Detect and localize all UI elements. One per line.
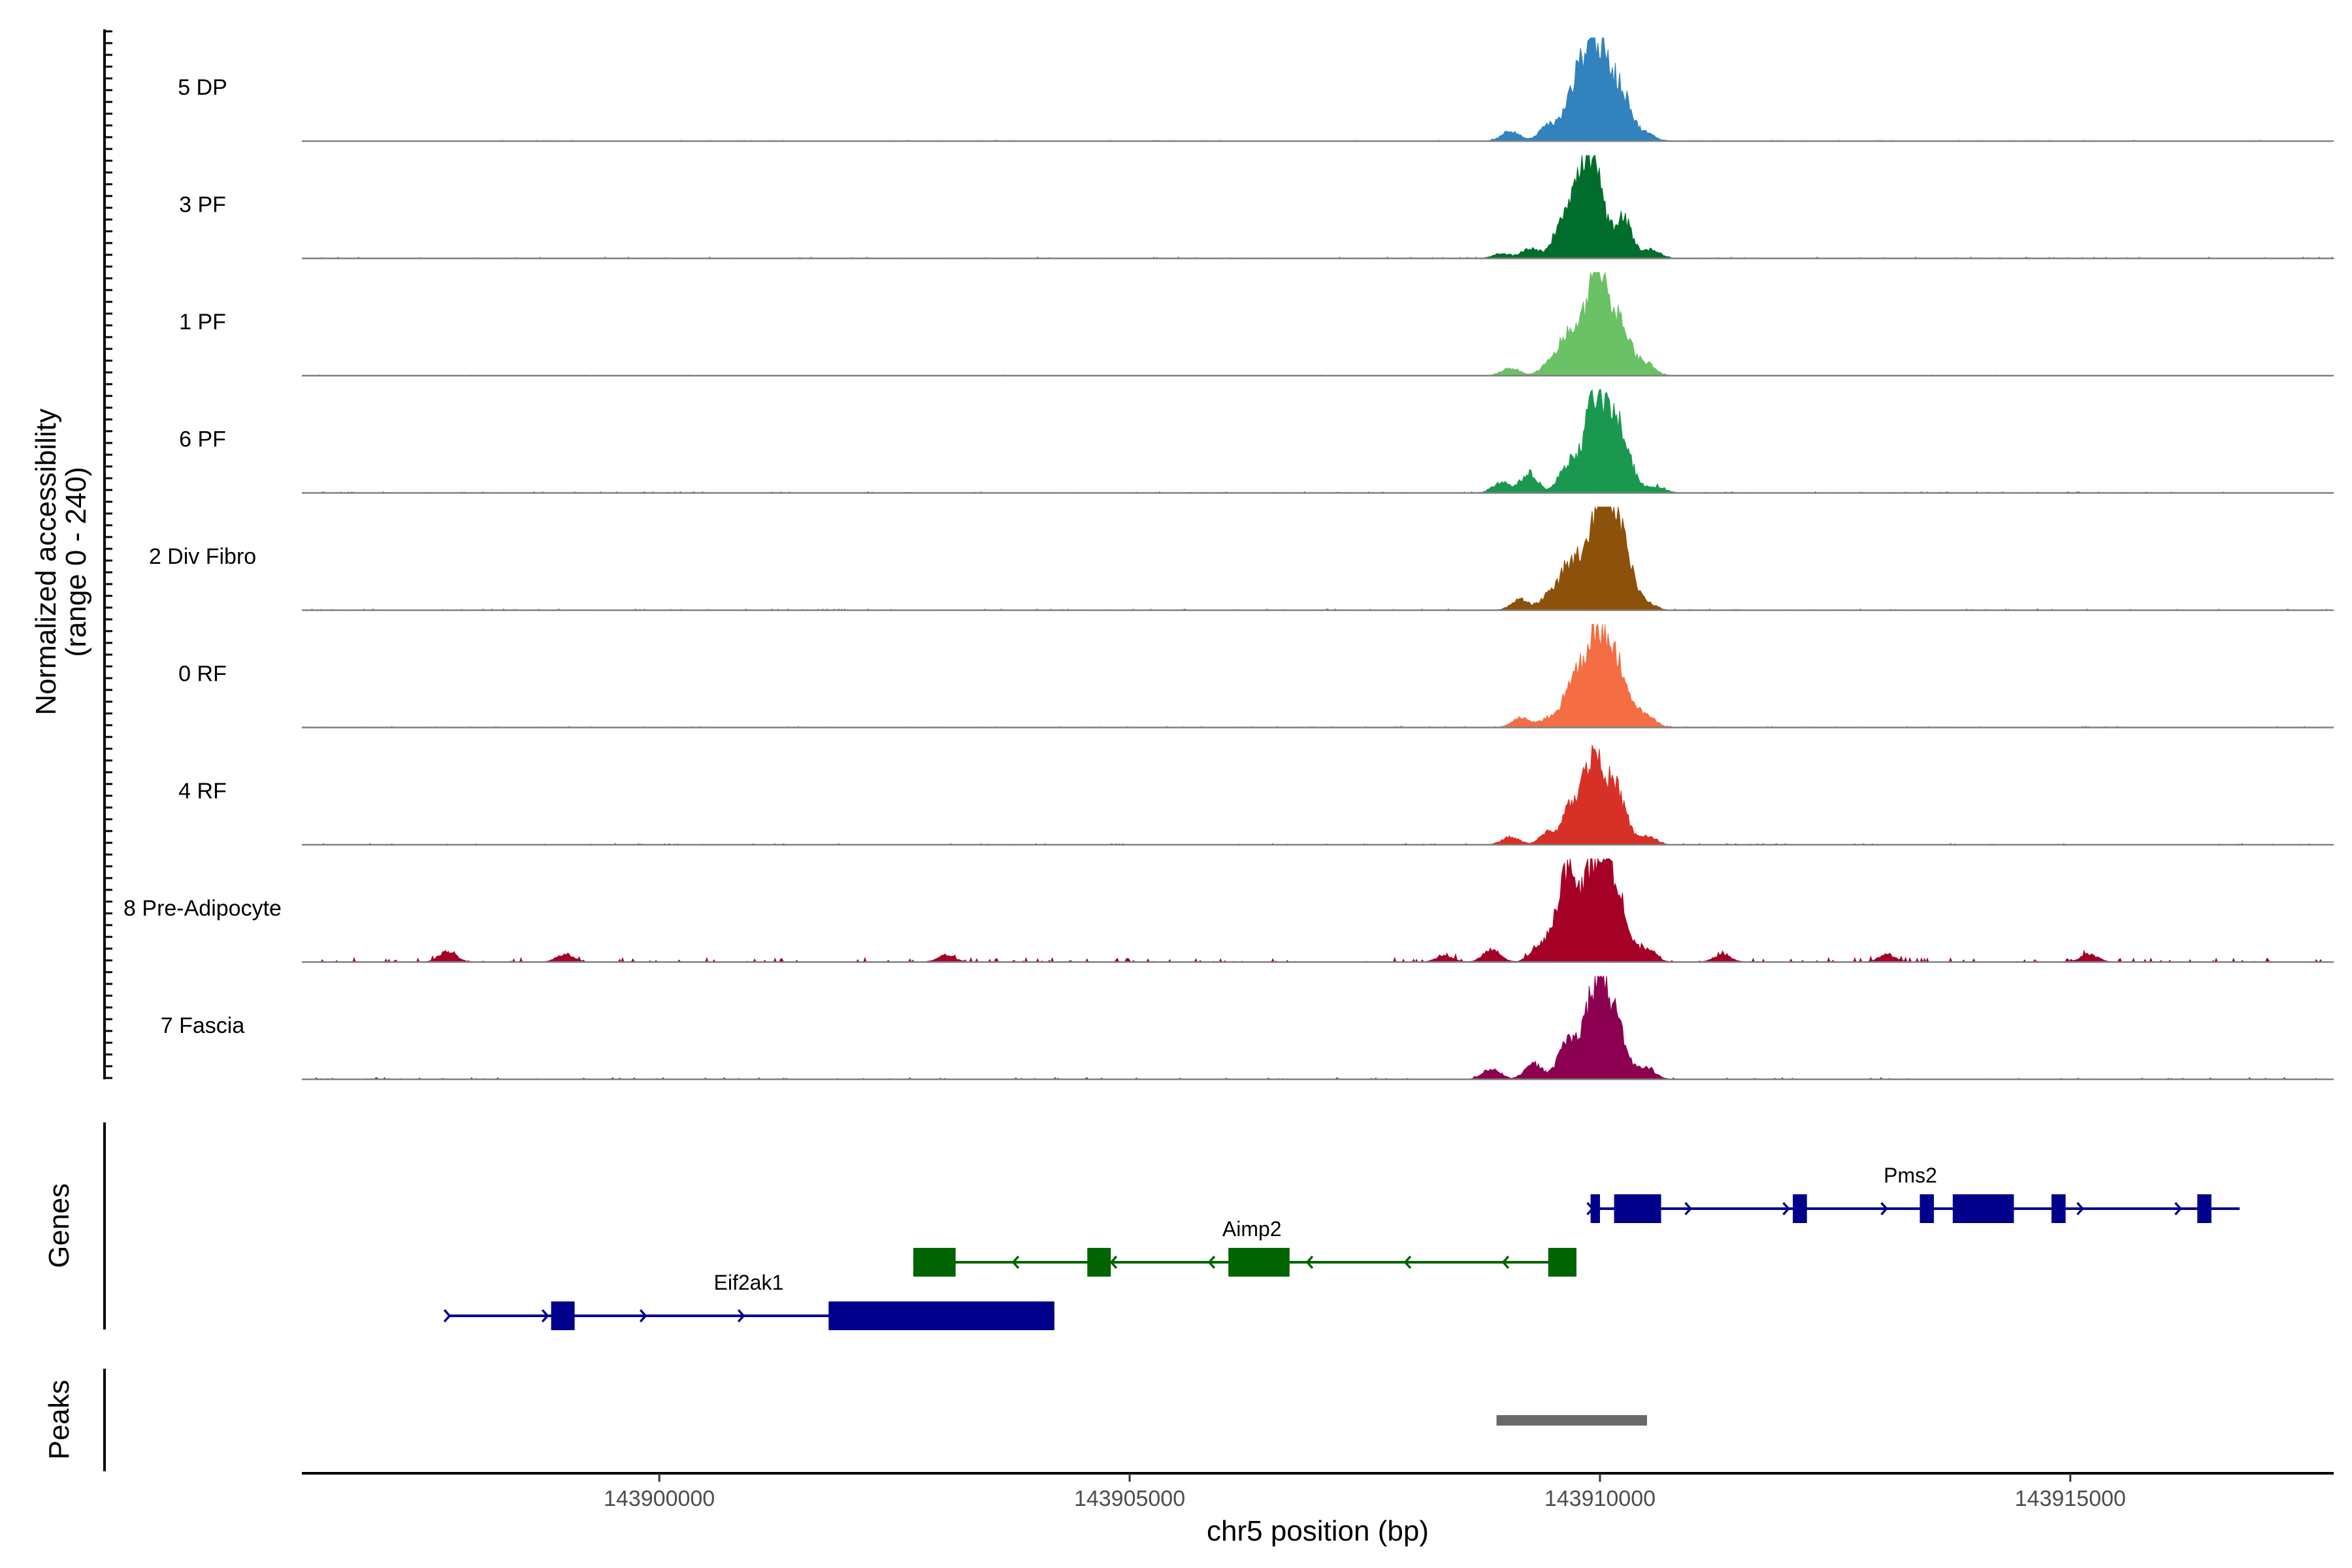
track-label: 4 RF [178,779,227,804]
exon [2051,1194,2066,1223]
coverage-track: 4 RF [178,745,2334,846]
exon [1590,1194,1600,1223]
track-label: 2 Div Fibro [149,544,256,569]
gene-model: Pms2 [1586,1164,2240,1223]
strand-arrow [1109,1255,1118,1269]
strand-arrow [1782,1201,1790,1216]
coverage-y-ticks [105,30,112,1079]
x-tick-label: 143905000 [1074,1486,1185,1511]
genes-panel-title: Genes [43,1183,75,1268]
gene-label: Pms2 [1884,1164,1937,1187]
track-label: 6 PF [179,427,226,452]
coverage-tracks: 5 DP 3 PF 1 PF 6 PF 2 Div Fibro 0 RF 4 RF 8 Pre… [123,37,2335,1081]
x-tick-label: 143915000 [2015,1486,2126,1511]
strand-arrow [2174,1201,2182,1216]
coverage-track: 5 DP [178,37,2334,142]
x-axis-ticks: 143900000 143905000 143910000 143915000 [604,1473,2126,1511]
strand-arrow [1880,1201,1888,1216]
coverage-area [301,623,2334,728]
peaks-panel-title: Peaks [43,1380,75,1460]
y-axis-title-line2: (range 0 - 240) [60,466,92,657]
exon [2197,1194,2212,1223]
strand-arrow [1207,1255,1216,1269]
track-label: 5 DP [178,75,227,100]
coverage-track: 0 RF [178,623,2334,728]
strand-arrow [1403,1255,1412,1269]
exon [1087,1248,1111,1277]
strand-arrow [639,1309,647,1323]
gene-label: Eif2ak1 [714,1271,784,1294]
coverage-area [302,506,2334,611]
track-label: 0 RF [178,662,227,687]
y-axis-title-line1: Normalized accessibility [30,408,62,715]
exon [551,1301,575,1330]
strand-arrow [2076,1201,2084,1216]
peak-regions [1496,1415,1647,1426]
x-tick-label: 143910000 [1544,1486,1656,1511]
strand-arrow [443,1309,451,1323]
coverage-track: 1 PF [179,272,2334,377]
gene-model: Aimp2 [913,1217,1576,1277]
strand-arrow [1305,1255,1314,1269]
coverage-area [302,389,2334,494]
coverage-track: 8 Pre-Adipocyte [123,857,2334,963]
coverage-area [302,857,2334,963]
exon [1614,1194,1661,1223]
y-axis-title: Normalized accessibility (range 0 - 240) [30,408,92,715]
exon [1228,1248,1290,1277]
exon [1952,1194,2014,1223]
strand-arrow [1011,1255,1020,1269]
strand-arrow [541,1309,549,1323]
coverage-area [302,975,2334,1080]
track-label: 8 Pre-Adipocyte [123,896,282,921]
strand-arrow [1684,1201,1692,1216]
coverage-area [302,37,2334,142]
coverage-area [302,272,2334,376]
exon [1548,1248,1576,1277]
exon [913,1248,956,1277]
coverage-track: 3 PF [179,154,2335,259]
coverage-area [302,745,2334,845]
strand-arrow [1501,1255,1510,1269]
track-label: 1 PF [179,310,226,335]
strand-arrow [737,1309,745,1323]
track-label: 3 PF [179,193,226,218]
gene-model: Eif2ak1 [443,1271,1054,1330]
peak-region [1496,1415,1647,1426]
exon [828,1301,1054,1330]
coverage-track: 6 PF [179,389,2334,494]
coverage-area [302,154,2335,259]
coverage-track: 7 Fascia [161,975,2334,1081]
coverage-track: 2 Div Fibro [149,506,2334,612]
exon [1919,1194,1935,1223]
gene-label: Aimp2 [1222,1217,1282,1241]
x-tick-label: 143900000 [604,1486,715,1511]
track-label: 7 Fascia [161,1013,245,1038]
exon [1793,1194,1807,1223]
gene-annotations: Eif2ak1 Aimp2 Pms2 [443,1164,2240,1330]
x-axis-title: chr5 position (bp) [1207,1515,1429,1547]
